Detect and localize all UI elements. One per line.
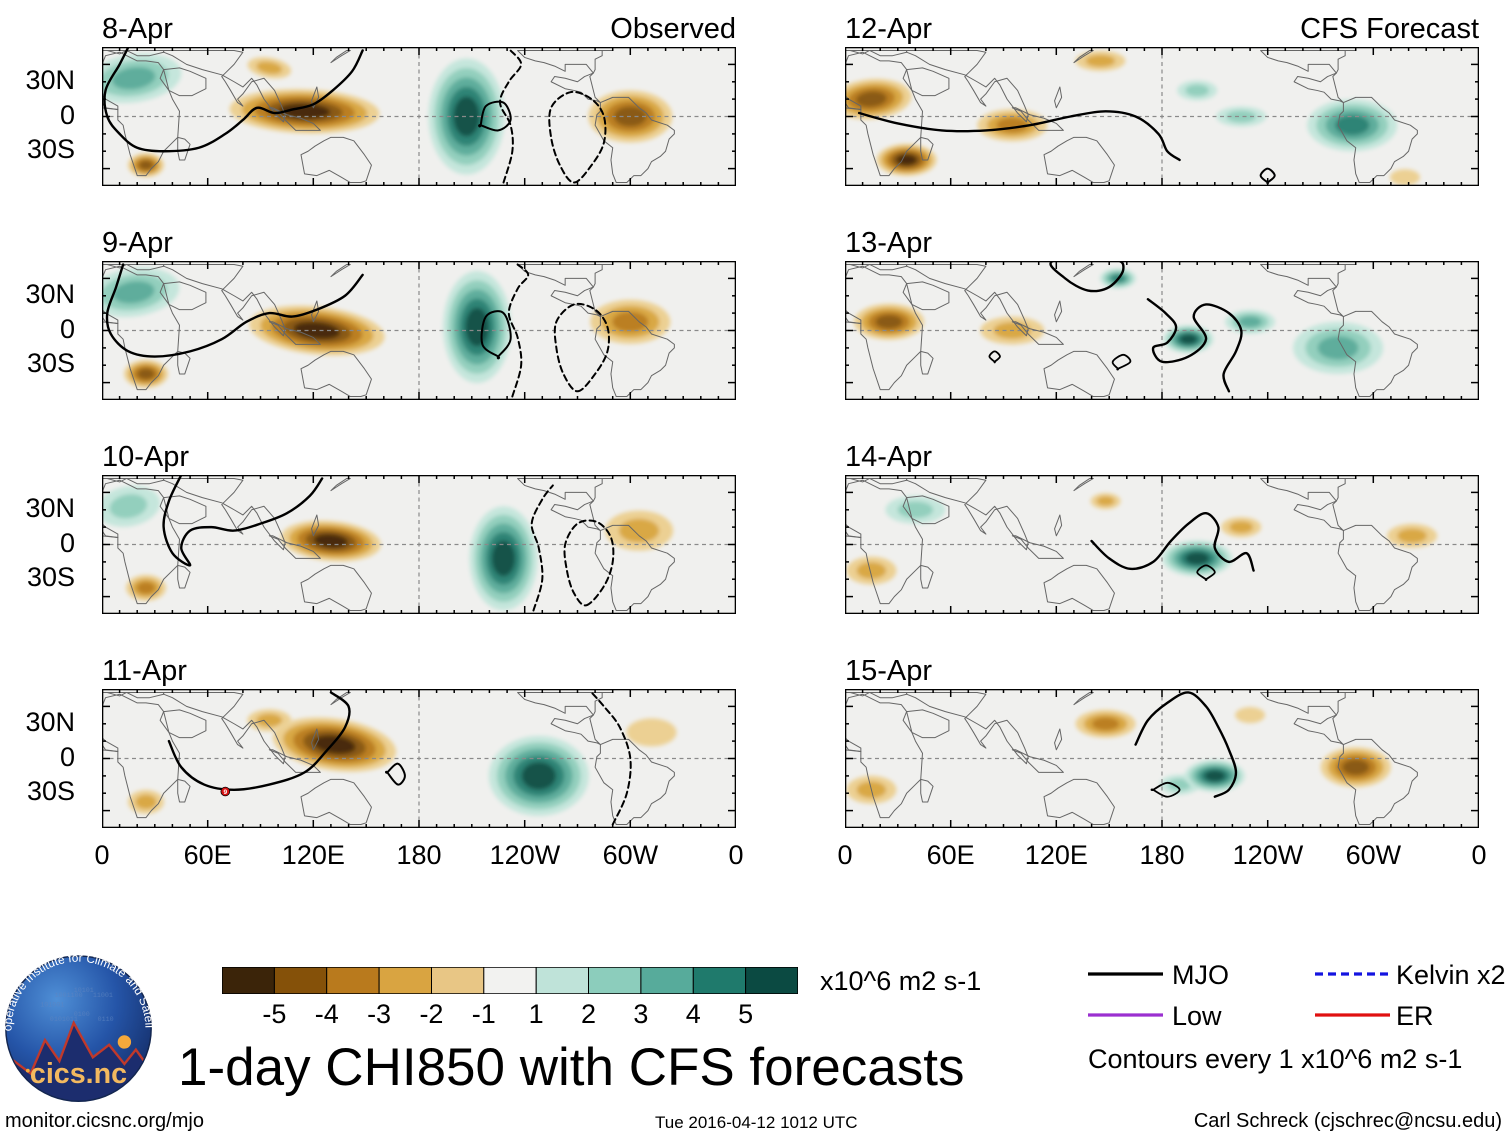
svg-text:0110: 0110 [98, 1016, 114, 1024]
svg-text:cics.nc: cics.nc [30, 1058, 127, 1090]
svg-text:11001: 11001 [93, 992, 113, 1000]
svg-text:10101: 10101 [74, 987, 94, 995]
svg-text:101001: 101001 [40, 1002, 64, 1010]
svg-text:0100: 0100 [74, 1011, 90, 1019]
svg-text:9: 9 [223, 789, 227, 796]
